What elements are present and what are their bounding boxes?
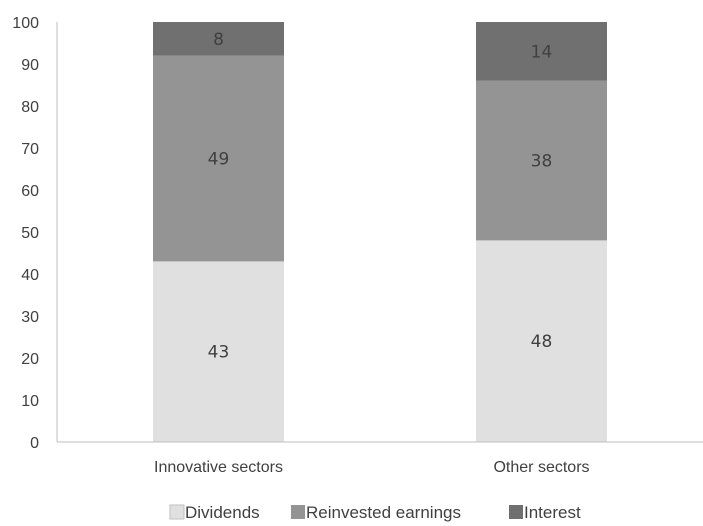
y-tick-label: 20 — [21, 351, 39, 368]
data-label: 43 — [208, 343, 230, 363]
legend-label: Dividends — [185, 503, 260, 522]
data-label: 14 — [531, 42, 553, 62]
data-label: 48 — [531, 332, 553, 352]
y-tick-label: 40 — [21, 267, 39, 284]
legend-swatch — [509, 505, 523, 519]
y-axis: 0 10 20 30 40 50 60 70 80 90 100 — [12, 15, 57, 452]
data-label: 8 — [213, 30, 224, 50]
x-tick-label: Innovative sectors — [154, 459, 283, 476]
legend-label: Interest — [524, 503, 581, 522]
y-tick-label: 60 — [21, 183, 39, 200]
legend-item: Dividends — [170, 503, 260, 522]
y-tick-label: 90 — [21, 57, 39, 74]
data-label: 49 — [208, 150, 230, 170]
x-tick-label: Other sectors — [493, 459, 589, 476]
y-tick-label: 70 — [21, 141, 39, 158]
y-tick-label: 30 — [21, 309, 39, 326]
legend-item: Reinvested earnings — [291, 503, 461, 522]
y-tick-label: 100 — [12, 15, 39, 32]
legend-label: Reinvested earnings — [306, 503, 461, 522]
bars — [153, 22, 607, 442]
y-tick-label: 80 — [21, 99, 39, 116]
x-axis: Innovative sectors Other sectors — [57, 442, 703, 476]
legend: Dividends Reinvested earnings Interest — [170, 503, 581, 522]
legend-swatch — [291, 505, 305, 519]
y-tick-label: 0 — [30, 435, 39, 452]
y-tick-label: 10 — [21, 393, 39, 410]
legend-item: Interest — [509, 503, 581, 522]
legend-swatch — [170, 505, 184, 519]
data-label: 38 — [531, 152, 553, 172]
y-tick-label: 50 — [21, 225, 39, 242]
